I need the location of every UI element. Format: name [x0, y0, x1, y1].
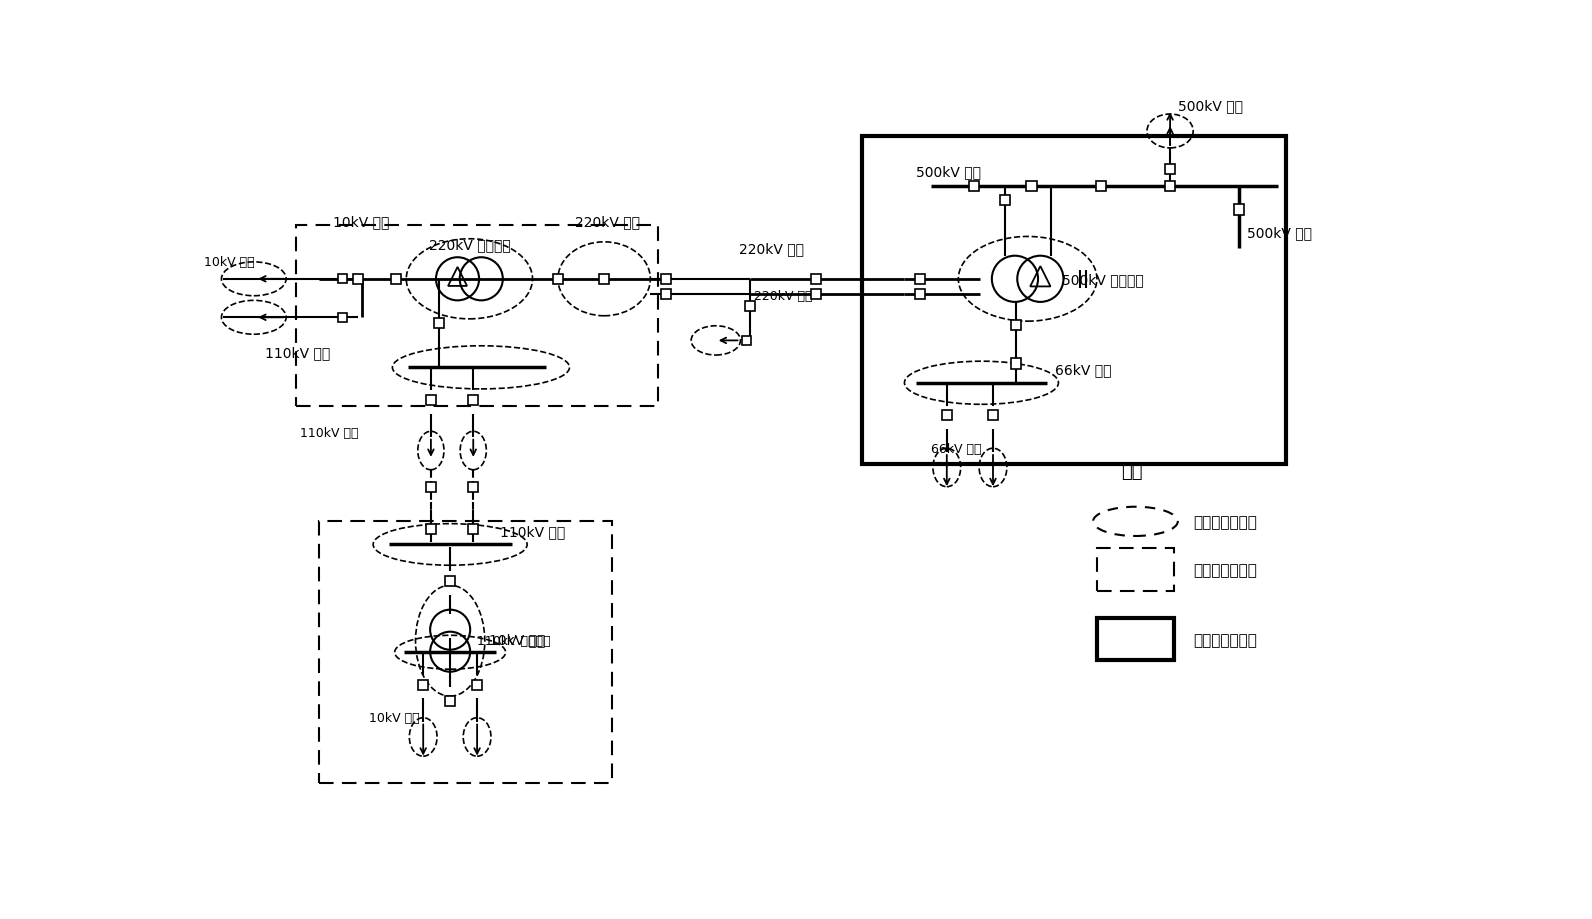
Bar	[915, 275, 925, 285]
Text: 110kV 出线: 110kV 出线	[299, 426, 358, 440]
Bar	[427, 482, 436, 493]
Bar	[1027, 182, 1036, 192]
Bar	[392, 275, 401, 285]
Bar	[1011, 359, 1020, 369]
Bar	[1011, 321, 1020, 331]
Bar	[661, 275, 670, 285]
Text: 500kV 主变压器: 500kV 主变压器	[1062, 273, 1145, 287]
Text: 10kV 出线: 10kV 出线	[369, 711, 420, 724]
Bar	[989, 411, 998, 421]
Bar	[661, 289, 670, 300]
Bar	[296, 226, 657, 406]
Bar	[1234, 205, 1245, 215]
Bar	[1165, 165, 1175, 176]
Bar	[745, 301, 756, 312]
Bar	[338, 275, 347, 284]
Bar	[863, 137, 1286, 464]
Text: 66kV 母线: 66kV 母线	[1054, 362, 1111, 377]
Bar	[338, 313, 347, 323]
Bar	[942, 411, 952, 421]
Bar	[1165, 182, 1175, 192]
Bar	[419, 680, 428, 690]
Text: 110kV 主变压器: 110kV 主变压器	[478, 634, 551, 648]
Text: 500kV 出线: 500kV 出线	[1178, 99, 1243, 113]
Bar	[427, 395, 436, 405]
Text: 66kV 出线: 66kV 出线	[931, 442, 982, 455]
Bar	[353, 275, 363, 285]
Text: 10kV 出线: 10kV 出线	[204, 256, 255, 269]
Bar	[468, 482, 478, 493]
Text: 500kV 母线: 500kV 母线	[915, 165, 981, 179]
Text: 110kV 母线: 110kV 母线	[500, 525, 565, 539]
Text: 220kV 主变压器: 220kV 主变压器	[428, 238, 511, 252]
Bar	[915, 289, 925, 300]
Text: 站域级保护范围: 站域级保护范围	[1192, 562, 1258, 578]
Bar	[552, 275, 564, 285]
Bar	[427, 525, 436, 535]
Bar	[468, 525, 478, 535]
Bar	[446, 576, 455, 586]
Text: 广域级保护范围: 广域级保护范围	[1192, 632, 1258, 647]
Bar	[599, 275, 610, 285]
Bar	[742, 336, 751, 346]
Text: 110kV 母线: 110kV 母线	[266, 346, 331, 359]
Bar	[1097, 618, 1173, 660]
Bar	[446, 696, 455, 706]
Bar	[1000, 196, 1009, 206]
Bar	[1095, 182, 1106, 192]
Text: 220kV 出线: 220kV 出线	[755, 289, 814, 303]
Bar	[810, 275, 821, 285]
Text: 10kV 母线: 10kV 母线	[333, 215, 390, 229]
Bar	[1097, 549, 1173, 591]
Text: 图例: 图例	[1121, 463, 1143, 481]
Text: 500kV 母线: 500kV 母线	[1247, 226, 1312, 241]
Text: 10kV 母线: 10kV 母线	[489, 632, 544, 646]
Bar	[468, 395, 478, 405]
Text: 220kV 母线: 220kV 母线	[575, 215, 640, 229]
Bar	[970, 182, 979, 192]
Bar	[433, 319, 444, 329]
Bar	[473, 680, 482, 690]
Text: 就地级保护范围: 就地级保护范围	[1192, 515, 1258, 529]
Bar	[320, 522, 611, 783]
Text: 220kV 母线: 220kV 母线	[739, 242, 804, 255]
Bar	[810, 289, 821, 300]
